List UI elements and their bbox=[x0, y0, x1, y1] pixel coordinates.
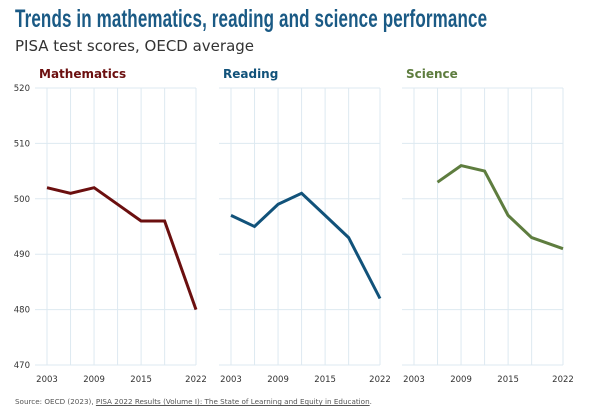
x-tick-label: 2022 bbox=[185, 375, 207, 385]
y-tick-label: 480 bbox=[14, 306, 30, 316]
x-tick-label: 2009 bbox=[450, 375, 472, 385]
x-tick-label: 2009 bbox=[267, 375, 289, 385]
series-line-reading bbox=[230, 191, 382, 300]
y-tick-label: 520 bbox=[14, 84, 30, 94]
x-tick-label: 2015 bbox=[130, 375, 152, 385]
source-suffix: . bbox=[369, 397, 372, 406]
source-note: Source: OECD (2023), PISA 2022 Results (… bbox=[15, 397, 372, 406]
series-line-mathematics bbox=[46, 186, 198, 311]
chart-subtitle: PISA test scores, OECD average bbox=[15, 37, 255, 55]
x-tick-label: 2015 bbox=[314, 375, 336, 385]
x-tick-label: 2022 bbox=[369, 375, 391, 385]
source-prefix: Source: OECD (2023), bbox=[15, 397, 96, 406]
x-tick-label: 2003 bbox=[220, 375, 242, 385]
panel-title-reading: Reading bbox=[223, 67, 278, 81]
x-tick-label: 2003 bbox=[36, 375, 58, 385]
panel-title-mathematics: Mathematics bbox=[39, 67, 126, 81]
series-line-science bbox=[436, 163, 564, 251]
x-tick-label: 2009 bbox=[83, 375, 105, 385]
y-tick-label: 490 bbox=[14, 250, 30, 260]
x-tick-label: 2003 bbox=[403, 375, 425, 385]
x-tick-label: 2015 bbox=[497, 375, 519, 385]
y-tick-label: 500 bbox=[14, 195, 30, 205]
x-tick-label: 2022 bbox=[552, 375, 574, 385]
source-link[interactable]: PISA 2022 Results (Volume I): The State … bbox=[95, 397, 370, 406]
y-tick-label: 470 bbox=[14, 361, 30, 371]
chart-title: Trends in mathematics, reading and scien… bbox=[15, 5, 488, 33]
panel-title-science: Science bbox=[406, 67, 458, 81]
y-tick-label: 510 bbox=[14, 139, 30, 149]
